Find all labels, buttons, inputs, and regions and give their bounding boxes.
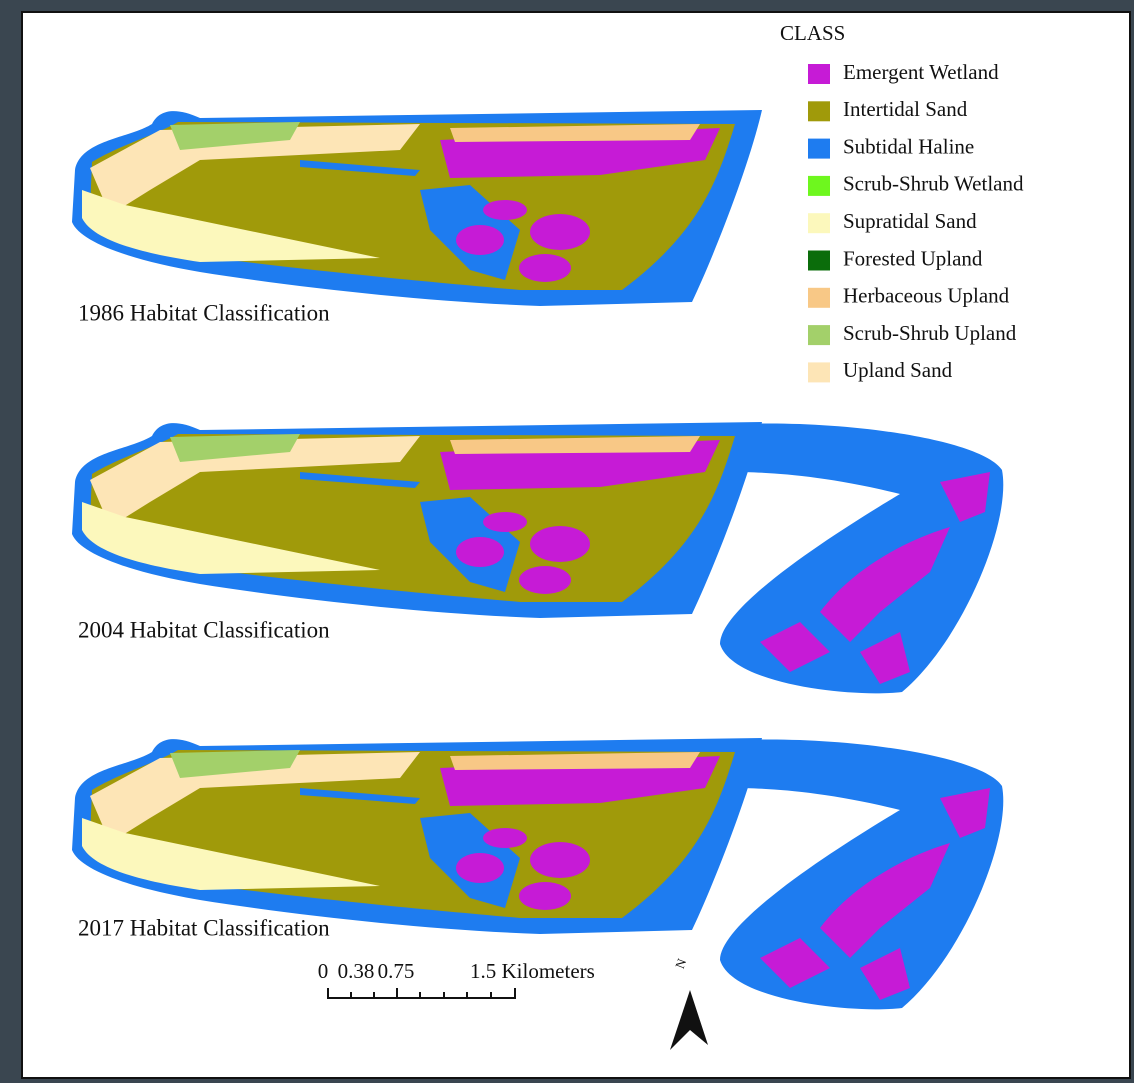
legend-label: Scrub-Shrub Wetland bbox=[843, 172, 1024, 196]
legend-label: Emergent Wetland bbox=[843, 60, 999, 84]
legend-swatch bbox=[808, 213, 830, 233]
legend-label: Supratidal Sand bbox=[843, 209, 977, 233]
figure: 1986 Habitat Classification 2004 Habitat… bbox=[0, 0, 1134, 1083]
scale-label: 0 bbox=[318, 959, 329, 983]
legend-label: Upland Sand bbox=[843, 358, 953, 382]
scale-label: 1.5 Kilometers bbox=[470, 959, 595, 983]
legend-swatch bbox=[808, 251, 830, 271]
legend-label: Forested Upland bbox=[843, 246, 983, 270]
scale-label: 0.38 bbox=[338, 959, 375, 983]
legend-swatch bbox=[808, 101, 830, 121]
map-label: 2017 Habitat Classification bbox=[78, 915, 330, 940]
legend-swatch bbox=[808, 176, 830, 196]
legend-swatch bbox=[808, 288, 830, 308]
legend-swatch bbox=[808, 362, 830, 382]
legend-swatch bbox=[808, 64, 830, 84]
scale-label: 0.75 bbox=[378, 959, 415, 983]
map-label: 2004 Habitat Classification bbox=[78, 617, 330, 642]
legend-swatch bbox=[808, 325, 830, 345]
legend-title: CLASS bbox=[780, 21, 845, 45]
legend-swatch bbox=[808, 139, 830, 159]
legend-label: Intertidal Sand bbox=[843, 97, 968, 121]
legend-label: Scrub-Shrub Upland bbox=[843, 321, 1017, 345]
map-label: 1986 Habitat Classification bbox=[78, 300, 330, 325]
legend-label: Herbaceous Upland bbox=[843, 284, 1010, 308]
page: 1986 Habitat Classification 2004 Habitat… bbox=[0, 0, 1134, 1083]
legend-label: Subtidal Haline bbox=[843, 134, 974, 158]
